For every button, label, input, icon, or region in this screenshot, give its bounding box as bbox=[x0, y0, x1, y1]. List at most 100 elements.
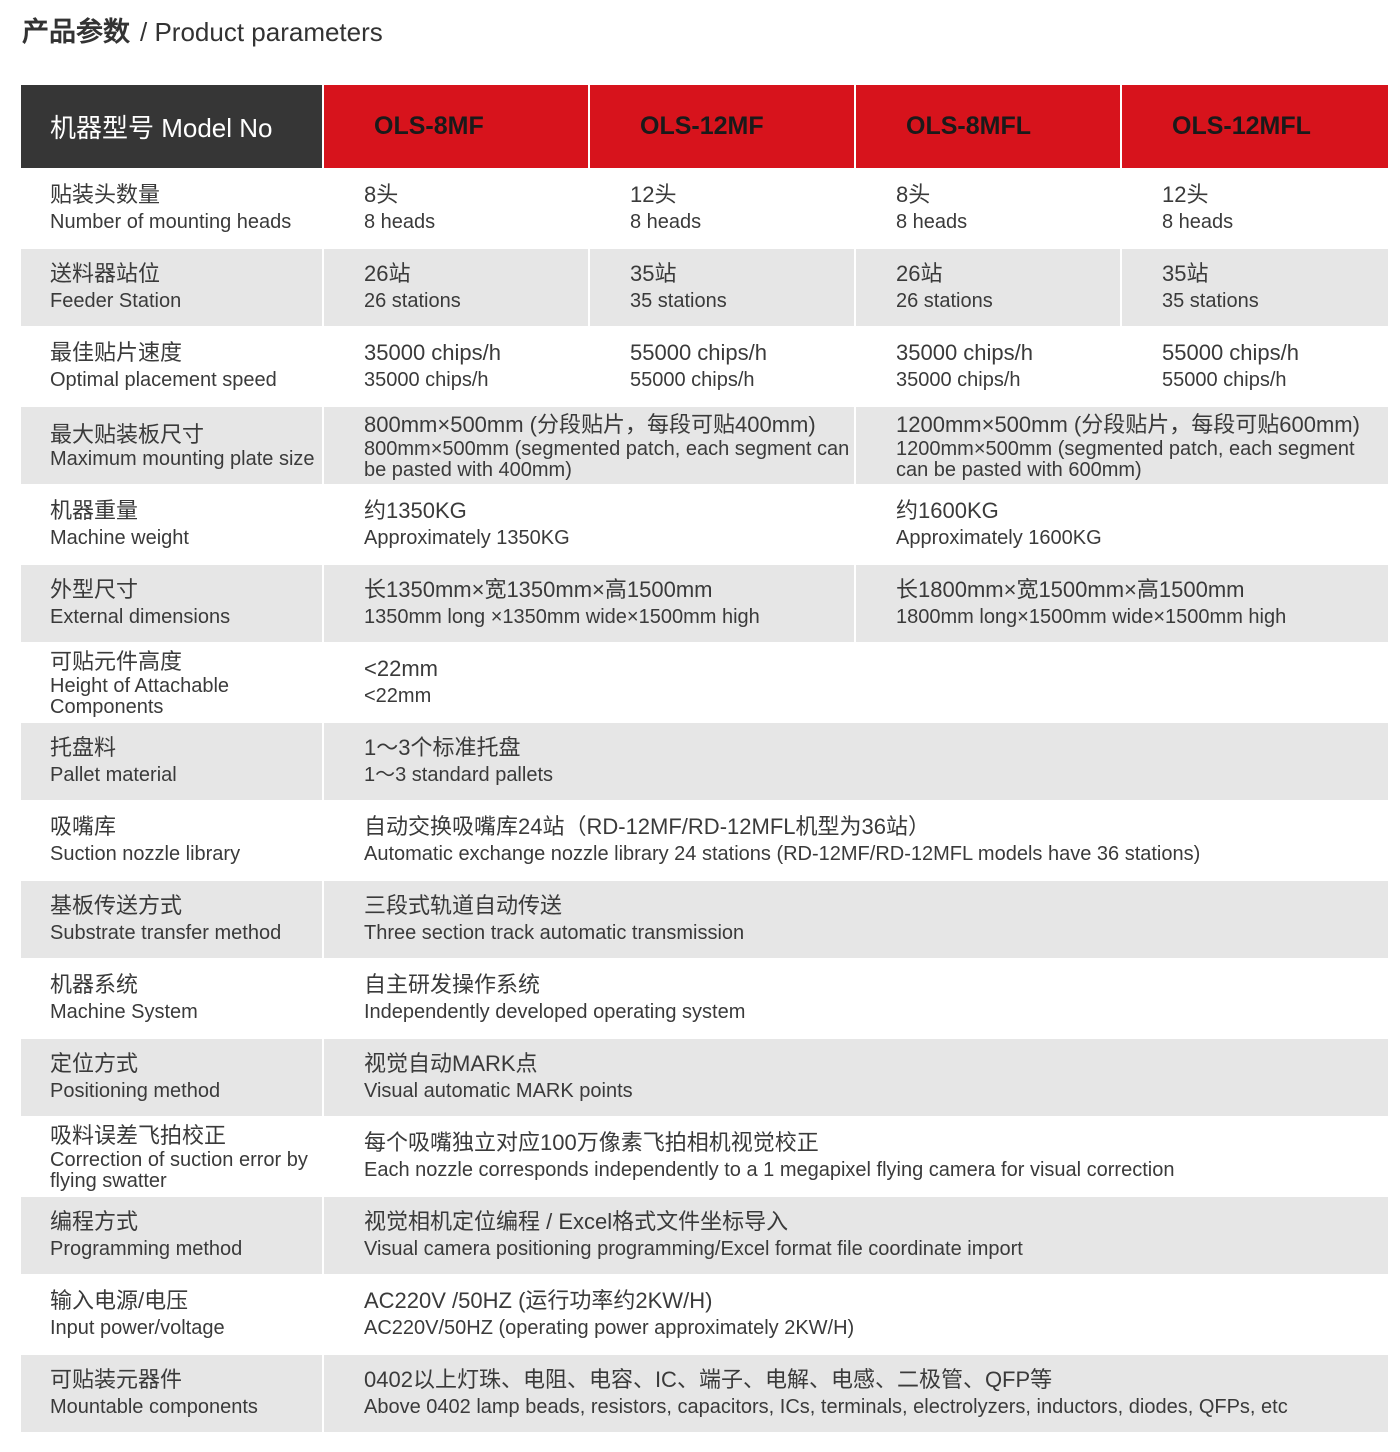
row-label-cn: 外型尺寸 bbox=[50, 577, 139, 602]
value-cn: 35000 chips/h bbox=[896, 340, 1033, 365]
row-label: 外型尺寸 External dimensions bbox=[21, 565, 322, 642]
value-en: 800mm×500mm (segmented patch, each segme… bbox=[364, 437, 850, 481]
value-en: Above 0402 lamp beads, resistors, capaci… bbox=[364, 1396, 1288, 1418]
row-value: 8头 8 heads bbox=[856, 170, 1120, 247]
value-en: 26 stations bbox=[364, 290, 461, 312]
row-label-cn: 最佳贴片速度 bbox=[50, 340, 183, 365]
value-en: Visual automatic MARK points bbox=[364, 1080, 633, 1102]
value-en: 1～3 standard pallets bbox=[364, 764, 554, 786]
row-label-en: Optimal placement speed bbox=[50, 369, 277, 391]
value-cn: 26站 bbox=[896, 261, 943, 286]
row-value: 长1350mm×宽1350mm×高1500mm 1350mm long ×135… bbox=[324, 565, 854, 642]
value-cn: 12头 bbox=[630, 182, 677, 207]
row-label: 吸料误差飞拍校正 Correction of suction error by … bbox=[21, 1118, 322, 1195]
header-model: OLS-12MF bbox=[590, 85, 854, 168]
row-label-en: Maximum mounting plate size bbox=[50, 448, 315, 470]
row-value: 自主研发操作系统 Independently developed operati… bbox=[324, 960, 1388, 1037]
header-model-label: 机器型号 Model No bbox=[21, 85, 322, 168]
value-cn: <22mm bbox=[364, 656, 438, 681]
value-en: 8 heads bbox=[630, 211, 702, 233]
row-label-en: Mountable components bbox=[50, 1396, 258, 1418]
value-en: Independently developed operating system bbox=[364, 1001, 746, 1023]
value-cn: 800mm×500mm (分段贴片，每段可贴400mm) bbox=[364, 411, 816, 437]
value-en: Approximately 1350KG bbox=[364, 527, 570, 549]
row-label-en: Positioning method bbox=[50, 1080, 221, 1102]
row-label: 基板传送方式 Substrate transfer method bbox=[21, 881, 322, 958]
value-en: 1800mm long×1500mm wide×1500mm high bbox=[896, 606, 1287, 628]
row-label-en: Height of Attachable Components bbox=[50, 674, 230, 718]
value-en: Visual camera positioning programming/Ex… bbox=[364, 1238, 1023, 1260]
row-value: 35000 chips/h 35000 chips/h bbox=[856, 328, 1120, 405]
row-label-en: Input power/voltage bbox=[50, 1317, 225, 1339]
row-label-cn: 吸嘴库 bbox=[50, 814, 117, 839]
value-cn: 约1350KG bbox=[364, 498, 467, 523]
row-value: 视觉相机定位编程 / Excel格式文件坐标导入 Visual camera p… bbox=[324, 1197, 1388, 1274]
row-label-en: Suction nozzle library bbox=[50, 843, 241, 865]
value-en: Each nozzle corresponds independently to… bbox=[364, 1159, 1175, 1181]
value-en: 35 stations bbox=[630, 290, 727, 312]
value-cn: 自主研发操作系统 bbox=[364, 972, 541, 997]
row-label: 编程方式 Programming method bbox=[21, 1197, 322, 1274]
value-en: 35000 chips/h bbox=[364, 369, 489, 391]
row-value: 26站 26 stations bbox=[324, 249, 588, 326]
value-en: 1200mm×500mm (segmented patch, each segm… bbox=[896, 437, 1355, 481]
value-en: 8 heads bbox=[1162, 211, 1234, 233]
value-cn: AC220V /50HZ (运行功率约2KW/H) bbox=[364, 1288, 713, 1313]
value-cn: 0402以上灯珠、电阻、电容、IC、端子、电解、电感、二极管、QFP等 bbox=[364, 1367, 1053, 1392]
value-cn: 视觉相机定位编程 / Excel格式文件坐标导入 bbox=[364, 1209, 789, 1234]
row-label: 可贴元件高度 Height of Attachable Components bbox=[21, 644, 322, 721]
row-label-cn: 托盘料 bbox=[50, 735, 117, 760]
row-label: 定位方式 Positioning method bbox=[21, 1039, 322, 1116]
row-label-cn: 可贴装元器件 bbox=[50, 1367, 183, 1392]
row-label-cn: 贴装头数量 bbox=[50, 182, 161, 207]
row-value: 自动交换吸嘴库24站（RD-12MF/RD-12MFL机型为36站） Autom… bbox=[324, 802, 1388, 879]
row-value: AC220V /50HZ (运行功率约2KW/H) AC220V/50HZ (o… bbox=[324, 1276, 1388, 1353]
row-label-en: Number of mounting heads bbox=[50, 211, 292, 233]
value-cn: 长1800mm×宽1500mm×高1500mm bbox=[896, 577, 1245, 602]
row-value: 55000 chips/h 55000 chips/h bbox=[590, 328, 854, 405]
row-value: 12头 8 heads bbox=[590, 170, 854, 247]
value-en: 1350mm long ×1350mm wide×1500mm high bbox=[364, 606, 760, 628]
value-cn: 35站 bbox=[630, 261, 677, 286]
row-value: 35站 35 stations bbox=[590, 249, 854, 326]
row-label-cn: 机器系统 bbox=[50, 972, 139, 997]
row-value: 长1800mm×宽1500mm×高1500mm 1800mm long×1500… bbox=[856, 565, 1388, 642]
row-label-en: Machine System bbox=[50, 1001, 198, 1023]
row-label-cn: 编程方式 bbox=[50, 1209, 139, 1234]
row-label-en: Feeder Station bbox=[50, 290, 182, 312]
row-label-cn: 机器重量 bbox=[50, 498, 139, 523]
value-en: 8 heads bbox=[364, 211, 436, 233]
value-cn: 1200mm×500mm (分段贴片，每段可贴600mm) bbox=[896, 411, 1360, 437]
value-cn: 每个吸嘴独立对应100万像素飞拍相机视觉校正 bbox=[364, 1130, 819, 1155]
value-cn: 8头 bbox=[896, 182, 931, 207]
value-cn: 35站 bbox=[1162, 261, 1209, 286]
row-value: 1～3个标准托盘 1～3 standard pallets bbox=[324, 723, 1388, 800]
row-label-cn: 吸料误差飞拍校正 bbox=[50, 1122, 227, 1148]
value-en: 35 stations bbox=[1162, 290, 1259, 312]
row-value: <22mm <22mm bbox=[324, 644, 1388, 721]
value-cn: 三段式轨道自动传送 bbox=[364, 893, 563, 918]
row-value: 每个吸嘴独立对应100万像素飞拍相机视觉校正 Each nozzle corre… bbox=[324, 1118, 1388, 1195]
header-model: OLS-12MFL bbox=[1122, 85, 1388, 168]
value-cn: 8头 bbox=[364, 182, 399, 207]
page-title: 产品参数 / Product parameters bbox=[22, 18, 383, 58]
row-label: 送料器站位 Feeder Station bbox=[21, 249, 322, 326]
value-en: 35000 chips/h bbox=[896, 369, 1021, 391]
header-model: OLS-8MF bbox=[324, 85, 588, 168]
row-value: 55000 chips/h 55000 chips/h bbox=[1122, 328, 1388, 405]
row-value: 35站 35 stations bbox=[1122, 249, 1388, 326]
row-label-en: Substrate transfer method bbox=[50, 922, 282, 944]
row-value: 26站 26 stations bbox=[856, 249, 1120, 326]
row-label-en: External dimensions bbox=[50, 606, 231, 628]
row-label-en: Pallet material bbox=[50, 764, 177, 786]
row-label-cn: 定位方式 bbox=[50, 1051, 139, 1076]
value-cn: 视觉自动MARK点 bbox=[364, 1051, 538, 1076]
row-label: 机器重量 Machine weight bbox=[21, 486, 322, 563]
row-value: 8头 8 heads bbox=[324, 170, 588, 247]
value-en: Automatic exchange nozzle library 24 sta… bbox=[364, 843, 1201, 865]
row-label: 托盘料 Pallet material bbox=[21, 723, 322, 800]
value-cn: 1～3个标准托盘 bbox=[364, 735, 521, 760]
row-label-en: Programming method bbox=[50, 1238, 243, 1260]
row-label: 机器系统 Machine System bbox=[21, 960, 322, 1037]
row-label: 贴装头数量 Number of mounting heads bbox=[21, 170, 322, 247]
